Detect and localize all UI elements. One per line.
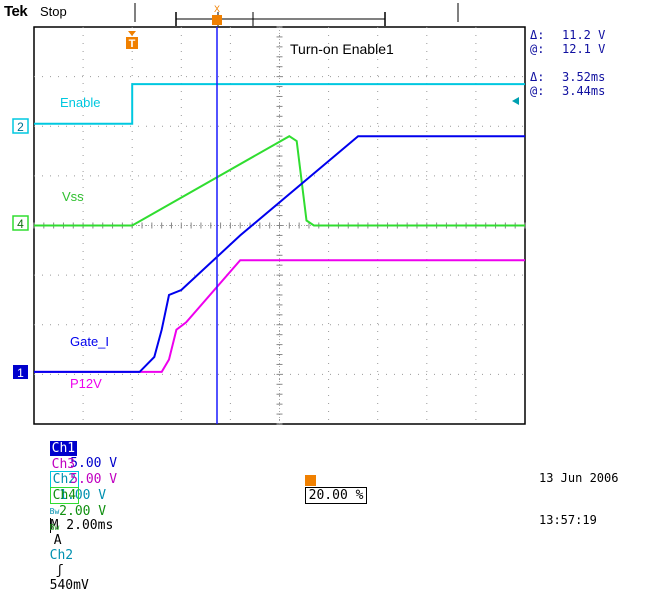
trigger-position-icon bbox=[304, 475, 316, 486]
measurement-value: 11.2 V bbox=[562, 28, 606, 42]
ch1-marker: 1 bbox=[13, 365, 28, 380]
measurement-value: 12.1 V bbox=[562, 42, 606, 56]
ch2-marker-label: 2 bbox=[17, 120, 24, 134]
measurement-row: @: 3.44ms bbox=[530, 84, 605, 98]
ch3-name[interactable]: Ch3 bbox=[51, 457, 76, 472]
gate-label: Gate_I bbox=[70, 334, 110, 349]
trigger-position: 20.00 % bbox=[289, 458, 368, 504]
ch2-marker: 2 bbox=[12, 118, 29, 134]
trigger-marker: T bbox=[126, 31, 138, 50]
ch4-name[interactable]: Ch4 bbox=[49, 487, 80, 504]
date: 13 Jun 2006 bbox=[539, 471, 619, 485]
record-view-bar bbox=[134, 3, 459, 26]
measurement-symbol: @: bbox=[530, 42, 545, 56]
measurement-row: Δ: 3.52ms bbox=[530, 70, 605, 84]
trigger-source[interactable]: Ch2 bbox=[49, 548, 74, 563]
ch1-marker-label: 1 bbox=[17, 366, 24, 380]
trigger-slope-icon: ʃ bbox=[55, 563, 64, 578]
brand-logo: Tek bbox=[4, 3, 28, 20]
cursor-marker: X bbox=[212, 4, 222, 25]
bandwidth-limit-2: Bw bbox=[49, 523, 60, 532]
screen-title: Turn-on Enable1 bbox=[290, 41, 394, 57]
ch4-scale[interactable]: 2.00 V bbox=[59, 504, 107, 519]
p12v-trace bbox=[34, 259, 525, 373]
trigger-marker-label: T bbox=[129, 38, 136, 50]
trigger-level-arrow-icon bbox=[512, 97, 519, 105]
measurement-value: 3.52ms bbox=[562, 70, 606, 84]
measurement-row: @: 12.1 V bbox=[530, 42, 605, 56]
p12v-label: P12V bbox=[70, 376, 102, 391]
acquisition-state: Stop bbox=[40, 4, 67, 19]
measurement-row: Δ: 11.2 V bbox=[530, 28, 605, 42]
enable-label: Enable bbox=[60, 95, 101, 110]
time-of-day: 13:57:19 bbox=[539, 513, 597, 527]
measurement-readouts: Δ: 11.2 V @: 12.1 V Δ: 3.52ms @: 3.44ms bbox=[530, 28, 605, 98]
trigger-level[interactable]: 540mV bbox=[49, 578, 89, 593]
ch3-scale[interactable]: 5.00 V bbox=[70, 472, 118, 487]
acquisition-mode: A bbox=[53, 533, 62, 548]
vss-label: Vss bbox=[62, 189, 84, 204]
ch1-name[interactable]: Ch1 bbox=[49, 441, 78, 456]
trigger-position-value[interactable]: 20.00 % bbox=[304, 487, 368, 504]
ch4-marker-label: 4 bbox=[17, 217, 24, 231]
measurement-symbol: @: bbox=[530, 84, 545, 98]
oscilloscope-screen: T X 2 4 1 bbox=[12, 3, 526, 425]
measurement-symbol: Δ: bbox=[530, 70, 545, 84]
cursor-marker-label: X bbox=[214, 4, 220, 14]
ch4-marker: 4 bbox=[12, 215, 29, 231]
vss-trace bbox=[34, 135, 525, 227]
enable-trace bbox=[34, 83, 525, 125]
gate-trace bbox=[34, 135, 525, 373]
measurement-symbol: Δ: bbox=[530, 28, 545, 42]
ch1-scale[interactable]: 5.00 V bbox=[70, 456, 118, 471]
measurement-value: 3.44ms bbox=[562, 84, 606, 98]
datetime: 13 Jun 2006 13:57:19 bbox=[539, 443, 618, 541]
status-row-2: Ch3 5.00 V Ch4 2.00 V Bw bbox=[34, 442, 138, 534]
